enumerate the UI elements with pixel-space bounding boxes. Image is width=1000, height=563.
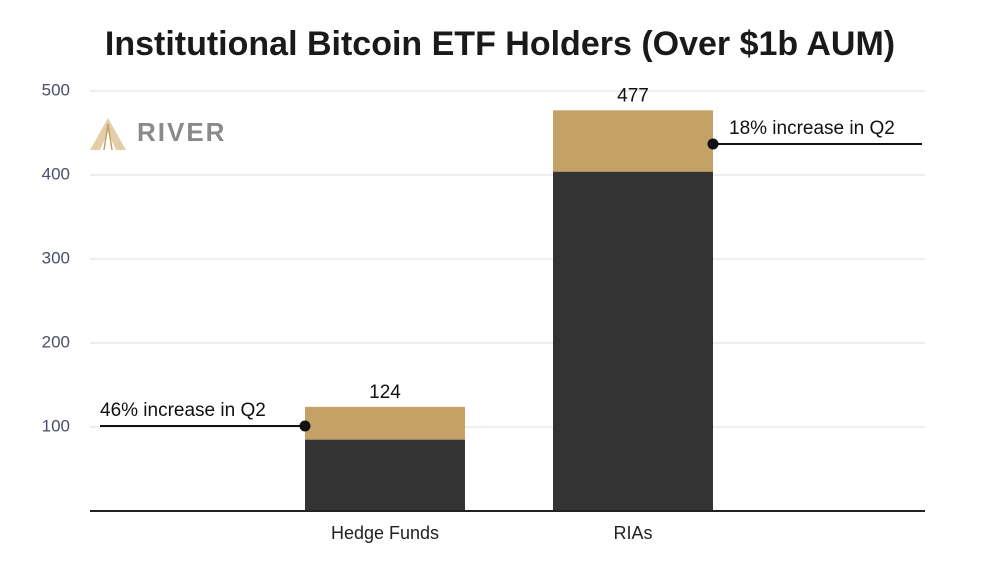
bar-segment: [553, 171, 713, 511]
chart-title: Institutional Bitcoin ETF Holders (Over …: [105, 25, 895, 63]
annotation: 46% increase in Q2: [100, 400, 266, 421]
y-tick-label: 100: [42, 416, 70, 435]
y-tick-label: 500: [42, 80, 70, 99]
y-tick-label: 300: [42, 248, 70, 267]
bar-segment: [305, 439, 465, 511]
y-tick-label: 200: [42, 332, 70, 351]
x-tick-label: RIAs: [613, 523, 652, 543]
total-label: 477: [617, 85, 649, 106]
annotation-dot: [299, 420, 311, 432]
logo-icon: [90, 118, 126, 150]
total-label: 124: [369, 382, 401, 403]
annotation: 18% increase in Q2: [729, 118, 895, 139]
x-tick-label: Hedge Funds: [331, 523, 439, 543]
logo: RIVER: [90, 117, 226, 151]
annotation-dot: [707, 138, 719, 150]
bar-segment: [305, 406, 465, 440]
bar-segment: [553, 110, 713, 172]
y-tick-label: 400: [42, 164, 70, 183]
logo-text: RIVER: [137, 117, 226, 147]
logo-icon-lines: [103, 123, 113, 151]
